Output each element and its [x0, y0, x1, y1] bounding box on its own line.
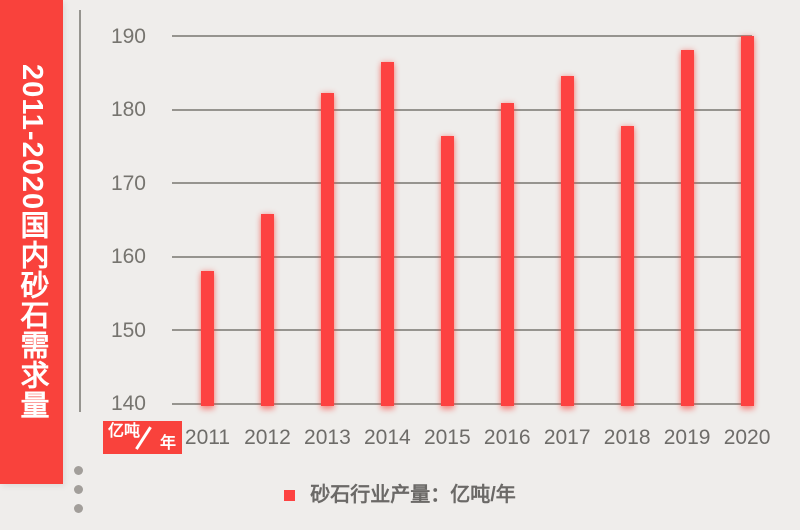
x-tick-label: 2011 — [184, 426, 231, 449]
x-tick-label: 2016 — [483, 426, 531, 449]
x-tick-label: 2019 — [663, 426, 711, 449]
gridline-140 — [172, 402, 752, 405]
decor-dot — [74, 466, 83, 475]
x-tick-label: 2017 — [543, 426, 591, 449]
y-tick-label: 150 — [110, 318, 146, 342]
bar-2018 — [620, 125, 634, 406]
gridline-170 — [172, 182, 752, 184]
x-tick-label: 2020 — [723, 426, 771, 449]
bar-2013 — [320, 93, 334, 406]
axis-unit-badge: 亿吨 年 — [103, 421, 182, 454]
bar-2011 — [201, 271, 214, 406]
legend-swatch — [284, 489, 296, 501]
y-axis-line — [79, 10, 81, 412]
gridline-180 — [172, 108, 752, 111]
y-tick-label: 160 — [110, 245, 146, 268]
bar-2015 — [440, 135, 454, 406]
y-tick-label: 140 — [110, 392, 146, 415]
bar-2014 — [380, 61, 394, 406]
bar-2017 — [560, 76, 574, 406]
x-tick-label: 2018 — [603, 426, 651, 449]
banner-title: 2011-2020国内砂石需求量 — [16, 63, 48, 421]
legend-label: 砂石行业产量：亿吨/年 — [310, 484, 516, 506]
bar-2012 — [260, 213, 274, 406]
x-tick-label: 2012 — [244, 426, 291, 449]
bar-2016 — [500, 102, 514, 406]
gridline-160 — [172, 255, 752, 258]
unit-badge-denominator: 年 — [159, 435, 176, 452]
bar-2020 — [740, 36, 754, 406]
gridline-190 — [172, 35, 752, 37]
legend: 砂石行业产量：亿吨/年 — [0, 485, 800, 505]
unit-badge-numerator: 亿吨 — [108, 423, 141, 440]
y-tick-label: 170 — [110, 171, 146, 195]
bar-2019 — [680, 49, 694, 406]
x-tick-label: 2013 — [304, 426, 351, 449]
gridline-150 — [172, 329, 752, 331]
x-tick-label: 2015 — [423, 426, 471, 449]
banner: 2011-2020国内砂石需求量 — [0, 0, 63, 484]
decor-dot — [74, 504, 83, 513]
decor-dot — [74, 485, 83, 494]
y-tick-label: 180 — [110, 98, 146, 121]
x-tick-label: 2014 — [363, 426, 411, 449]
y-tick-label: 190 — [110, 24, 146, 48]
